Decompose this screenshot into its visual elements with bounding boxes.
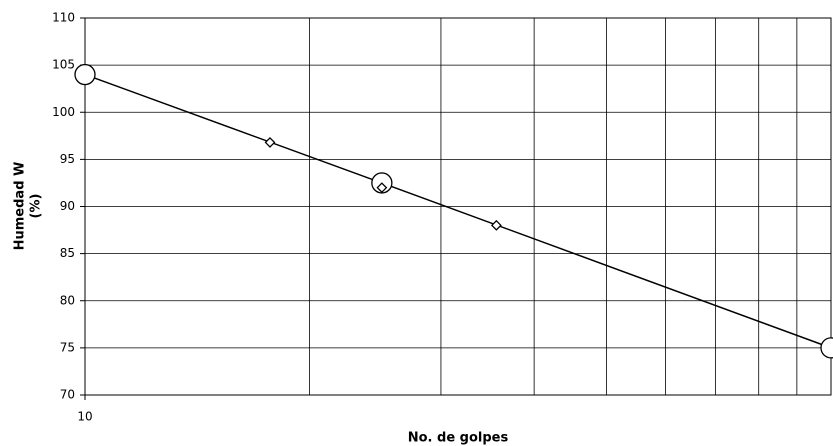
y-axis-label-line: Humedad W (13, 162, 28, 251)
point (74, 63, 96, 86)
point (264, 136, 276, 148)
y-tick-label: 80 (60, 293, 75, 307)
y-tick-label: 90 (60, 199, 75, 213)
y-tick-label: 110 (52, 11, 75, 25)
y-tick-label: 100 (52, 105, 75, 119)
y-tick-label: 105 (52, 58, 75, 72)
y-axis-label-line: (%) (29, 194, 44, 219)
point (820, 337, 833, 359)
y-tick-label: 75 (60, 340, 75, 354)
y-tick-label: 85 (60, 246, 75, 260)
point (376, 182, 388, 194)
y-tick-label: 95 (60, 152, 75, 166)
x-tick-label: 10 (77, 410, 92, 424)
x-axis-label: No. de golpes (408, 431, 509, 446)
point (490, 219, 502, 231)
y-tick-label: 70 (60, 388, 75, 402)
y-axis-label: Humedad W (%) (13, 162, 44, 251)
